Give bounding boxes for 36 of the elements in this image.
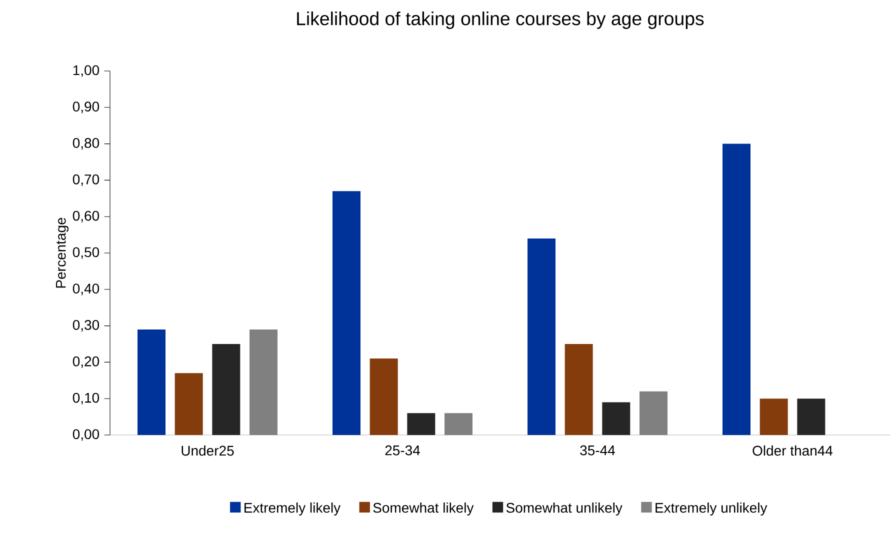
chart-title: Likelihood of taking online courses by age groups xyxy=(297,12,704,29)
bar xyxy=(760,398,788,435)
y-tick-label: 0,10 xyxy=(72,392,100,404)
bar xyxy=(564,344,593,435)
y-tick-label: 1,00 xyxy=(73,65,100,77)
bar xyxy=(250,329,278,435)
bar xyxy=(640,391,668,435)
legend-label: Extremely unlikely xyxy=(656,502,768,516)
legend-label: Somewhat likely xyxy=(373,502,474,516)
bar xyxy=(528,238,556,435)
bar xyxy=(174,373,203,435)
y-tick-label: 0,80 xyxy=(72,138,100,150)
bar xyxy=(332,191,361,435)
bar xyxy=(444,413,473,435)
y-tick-label: 0,40 xyxy=(72,284,100,296)
y-tick-label: 0,50 xyxy=(72,247,100,259)
bar xyxy=(407,413,436,435)
bar xyxy=(602,402,630,435)
bar xyxy=(138,329,166,435)
x-tick-label: 35-44 xyxy=(580,445,615,456)
x-tick-label: Under25 xyxy=(182,445,234,456)
bar xyxy=(212,344,240,435)
y-tick-label: 0,20 xyxy=(72,356,100,368)
x-tick-label: Older than44 xyxy=(752,445,833,456)
bar xyxy=(370,358,398,435)
y-tick-label: 0,00 xyxy=(72,429,100,441)
y-tick-label: 0,60 xyxy=(72,210,100,222)
bar xyxy=(722,144,751,435)
y-axis-title: Percentage xyxy=(56,218,69,288)
bar xyxy=(797,398,826,435)
x-tick-label: 25-34 xyxy=(385,445,420,456)
y-tick-label: 0,70 xyxy=(72,174,100,186)
y-tick-label: 0,30 xyxy=(72,320,100,332)
legend-label: Extremely likely xyxy=(244,502,341,516)
y-tick-label: 0,90 xyxy=(72,102,100,114)
legend-label: Somewhat unlikely xyxy=(506,502,622,516)
